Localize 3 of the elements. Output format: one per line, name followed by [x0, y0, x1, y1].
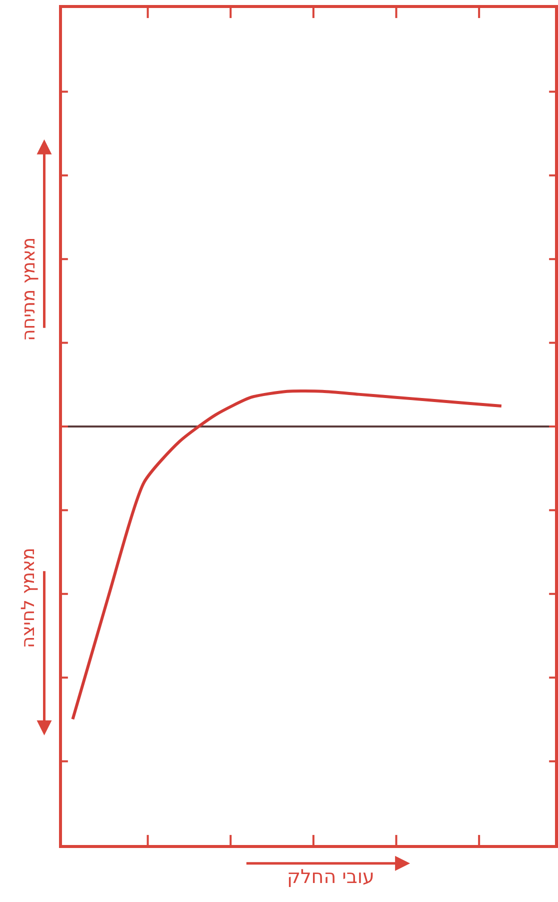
text: מאמץ לחיצה — [18, 548, 40, 648]
text: עובי החלק — [287, 866, 374, 888]
y-axis-title: מאמץ מתיחה — [18, 237, 40, 341]
